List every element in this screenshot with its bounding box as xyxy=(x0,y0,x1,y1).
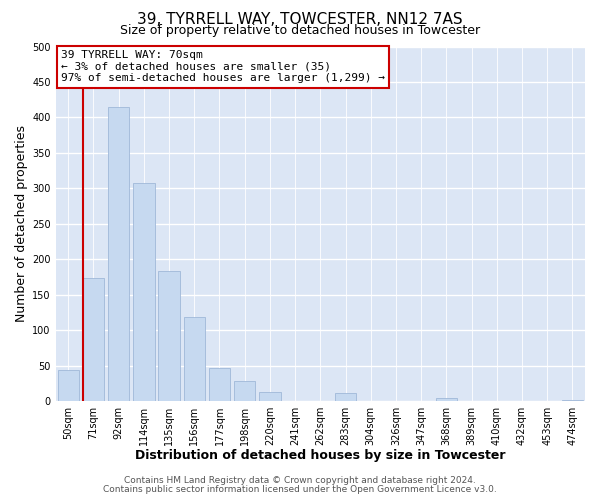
Bar xyxy=(436,398,457,401)
Bar xyxy=(184,318,205,401)
Bar xyxy=(133,182,155,401)
Bar xyxy=(234,381,256,401)
Bar xyxy=(209,368,230,401)
X-axis label: Distribution of detached houses by size in Towcester: Distribution of detached houses by size … xyxy=(135,450,506,462)
Bar xyxy=(158,272,180,401)
Text: Contains public sector information licensed under the Open Government Licence v3: Contains public sector information licen… xyxy=(103,484,497,494)
Bar xyxy=(108,107,130,401)
Text: Contains HM Land Registry data © Crown copyright and database right 2024.: Contains HM Land Registry data © Crown c… xyxy=(124,476,476,485)
Text: 39, TYRRELL WAY, TOWCESTER, NN12 7AS: 39, TYRRELL WAY, TOWCESTER, NN12 7AS xyxy=(137,12,463,28)
Text: Size of property relative to detached houses in Towcester: Size of property relative to detached ho… xyxy=(120,24,480,37)
Y-axis label: Number of detached properties: Number of detached properties xyxy=(15,126,28,322)
Bar xyxy=(58,370,79,401)
Bar xyxy=(335,392,356,401)
Bar xyxy=(259,392,281,401)
Text: 39 TYRRELL WAY: 70sqm
← 3% of detached houses are smaller (35)
97% of semi-detac: 39 TYRRELL WAY: 70sqm ← 3% of detached h… xyxy=(61,50,385,83)
Bar xyxy=(562,400,583,401)
Bar xyxy=(83,278,104,401)
